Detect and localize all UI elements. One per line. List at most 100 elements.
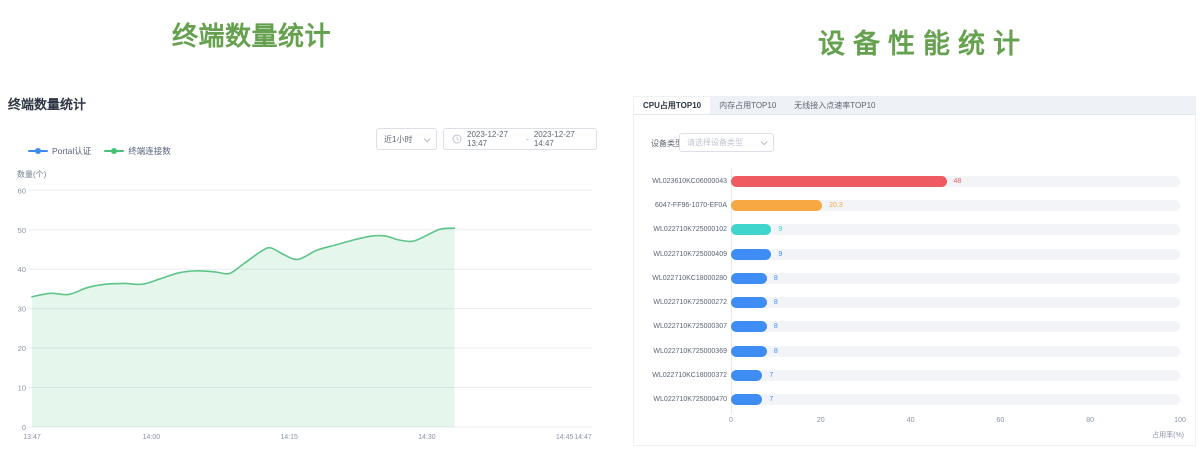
- device-type-placeholder: 请选择设备类型: [687, 137, 743, 148]
- bar-category-label: WL022710K725000409: [634, 251, 727, 258]
- bar-row: WL022710K725000409 9: [634, 242, 1197, 266]
- x-axis-tick: 14:45: [556, 434, 574, 441]
- bar-row: WL022710K7250004707: [634, 388, 1197, 412]
- y-axis-tick: 50: [18, 226, 26, 235]
- bar-value: 9: [778, 224, 782, 235]
- filter-row: 设备类型 请选择设备类型: [634, 133, 1195, 153]
- tab-wireless-rate-top10[interactable]: 无线接入点速率TOP10: [785, 97, 884, 114]
- legend-item-terminal-connections[interactable]: 终端连接数: [104, 145, 171, 157]
- x-axis-tick: 60: [996, 417, 1004, 424]
- bar-value: 7: [769, 370, 773, 381]
- bar-track: 8: [731, 273, 1180, 284]
- tab-memory-top10[interactable]: 内存占用TOP10: [710, 97, 785, 114]
- bar-row: WL022710KC18000280 8: [634, 266, 1197, 290]
- bar-category-label: WL022710K725000102: [634, 226, 727, 233]
- date-range-separator: -: [526, 135, 529, 144]
- x-axis-tick: 14:00: [143, 434, 161, 441]
- bar: [731, 249, 771, 260]
- date-range-picker[interactable]: 2023-12-27 13:47 - 2023-12-27 14:47: [443, 128, 597, 150]
- bar-row: WL023610KC06000043 48: [634, 169, 1197, 193]
- page: 终端数量统计 设备性能统计 终端数量统计 近1小时 2023-12-27 13:…: [0, 0, 1200, 456]
- bar-chart: WL023610KC06000043 48 6047-FF96-1070-EF0A 2…: [634, 169, 1197, 412]
- x-axis-tick: 0: [729, 417, 733, 424]
- bar-category-label: WL022710K725000307: [634, 323, 727, 330]
- bar-value: 20.3: [829, 200, 843, 211]
- bar-category-label: WL023610KC06000043: [634, 178, 727, 185]
- clock-icon: [452, 134, 462, 144]
- y-axis-label: 数量(个): [17, 169, 46, 180]
- bar-category-label: 6047-FF96-1070-EF0A: [634, 202, 727, 209]
- bar: [731, 200, 822, 211]
- panel-header: 终端数量统计: [8, 94, 86, 113]
- legend-marker-icon: [28, 147, 48, 155]
- x-axis-tick: 100: [1174, 417, 1186, 424]
- bar-track: 7: [731, 394, 1180, 405]
- legend-item-portal[interactable]: Portal认证: [28, 145, 91, 157]
- bar-value: 9: [778, 249, 782, 260]
- bar-track: 8: [731, 321, 1180, 332]
- time-range-value: 近1小时: [384, 134, 412, 145]
- y-axis-tick: 10: [18, 384, 26, 393]
- x-axis-tick: 13:47: [23, 434, 41, 441]
- x-axis-tick: 14:15: [280, 434, 298, 441]
- bar-category-label: WL022710K725000272: [634, 299, 727, 306]
- bar: [731, 176, 947, 187]
- chevron-down-icon: [761, 138, 768, 145]
- bar-category-label: WL022710K725000369: [634, 348, 727, 355]
- chevron-down-icon: [424, 135, 431, 142]
- bar-track: 7: [731, 370, 1180, 381]
- legend-marker-icon: [104, 147, 124, 155]
- y-axis-tick: 0: [22, 423, 26, 432]
- tabs-bar: CPU占用TOP10 内存占用TOP10 无线接入点速率TOP10: [634, 97, 1195, 115]
- x-axis-tick: 80: [1086, 417, 1094, 424]
- bar: [731, 394, 762, 405]
- x-axis-tick: 20: [817, 417, 825, 424]
- bar-category-label: WL022710KC18000280: [634, 275, 727, 282]
- legend-label: 终端连接数: [128, 145, 171, 157]
- time-range-select[interactable]: 近1小时: [376, 128, 437, 150]
- device-performance-panel: CPU占用TOP10 内存占用TOP10 无线接入点速率TOP10 设备类型 请…: [633, 96, 1196, 446]
- x-axis-tick: 14:47: [574, 434, 592, 441]
- bar-row: 6047-FF96-1070-EF0A 20.3: [634, 193, 1197, 217]
- chart-legend: Portal认证 终端连接数: [28, 145, 171, 157]
- bar-row: WL022710K725000369 8: [634, 339, 1197, 363]
- bar-value: 8: [774, 273, 778, 284]
- right-section-title: 设备性能统计: [818, 22, 1028, 61]
- bar-track: 48: [731, 176, 1180, 187]
- bar-value: 48: [954, 176, 962, 187]
- bar-track: 8: [731, 346, 1180, 357]
- bar: [731, 273, 767, 284]
- y-axis-tick: 20: [18, 344, 26, 353]
- legend-label: Portal认证: [52, 145, 91, 157]
- tab-cpu-top10[interactable]: CPU占用TOP10: [634, 97, 710, 114]
- bar-track: 9: [731, 224, 1180, 235]
- bar-row: WL022710K725000102 9: [634, 218, 1197, 242]
- bar-track: 9: [731, 249, 1180, 260]
- bar-row: WL022710K725000307 8: [634, 315, 1197, 339]
- x-axis-tick: 14:30: [418, 434, 436, 441]
- line-chart: 010203040506013:4714:0014:1514:3014:4514…: [0, 180, 612, 456]
- bar-track: 8: [731, 297, 1180, 308]
- bar-value: 8: [774, 297, 778, 308]
- bar-value: 8: [774, 346, 778, 357]
- bar: [731, 224, 771, 235]
- left-section-title: 终端数量统计: [172, 16, 331, 53]
- bar-x-axis: 020406080100: [731, 417, 1180, 427]
- y-axis-tick: 30: [18, 305, 26, 314]
- x-axis-title: 占用率(%): [1152, 430, 1184, 440]
- bar-track: 20.3: [731, 200, 1180, 211]
- bar: [731, 321, 767, 332]
- x-axis-tick: 40: [907, 417, 915, 424]
- bar: [731, 297, 767, 308]
- bar-category-label: WL022710KC18000372: [634, 372, 727, 379]
- bar-row: WL022710K725000272 8: [634, 290, 1197, 314]
- bar: [731, 370, 762, 381]
- y-axis-tick: 60: [18, 186, 26, 195]
- terminal-count-panel: 终端数量统计 近1小时 2023-12-27 13:47 - 2023-12-2…: [0, 90, 612, 456]
- date-range-end: 2023-12-27 14:47: [534, 130, 588, 148]
- device-type-select[interactable]: 请选择设备类型: [679, 133, 774, 152]
- date-range-start: 2023-12-27 13:47: [467, 130, 521, 148]
- bar-value: 8: [774, 321, 778, 332]
- bar-row: WL022710KC18000372 7: [634, 363, 1197, 387]
- bar: [731, 346, 767, 357]
